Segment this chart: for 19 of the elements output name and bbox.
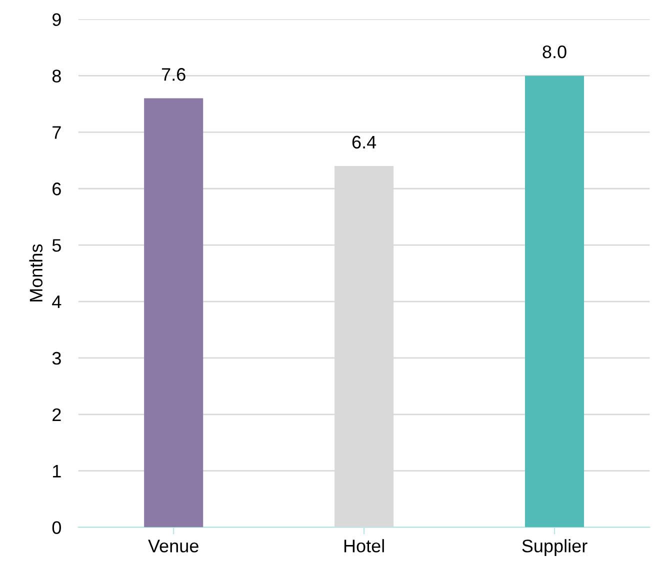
data-label: 8.0 — [542, 45, 566, 58]
x-tick-label: Venue — [148, 540, 198, 552]
x-tick-label: Hotel — [344, 539, 384, 552]
y-tick-label: 7 — [52, 126, 61, 139]
y-tick-label: 4 — [52, 296, 62, 308]
y-tick-label: 0 — [52, 521, 61, 534]
bar — [524, 76, 584, 528]
y-tick-label: 6 — [52, 182, 61, 196]
bar — [144, 98, 204, 528]
x-tick-label: Supplier — [522, 539, 588, 556]
data-label: 6.4 — [352, 136, 376, 149]
y-tick-label: 8 — [52, 70, 61, 82]
y-tick-label: 5 — [52, 239, 61, 252]
y-tick-label: 1 — [53, 464, 61, 478]
y-tick-label: 2 — [52, 408, 61, 421]
y-tick-label: 9 — [52, 13, 61, 26]
data-label: 7.6 — [162, 68, 186, 81]
y-tick-label: 3 — [52, 352, 61, 365]
y-axis-title: Months — [29, 244, 43, 302]
